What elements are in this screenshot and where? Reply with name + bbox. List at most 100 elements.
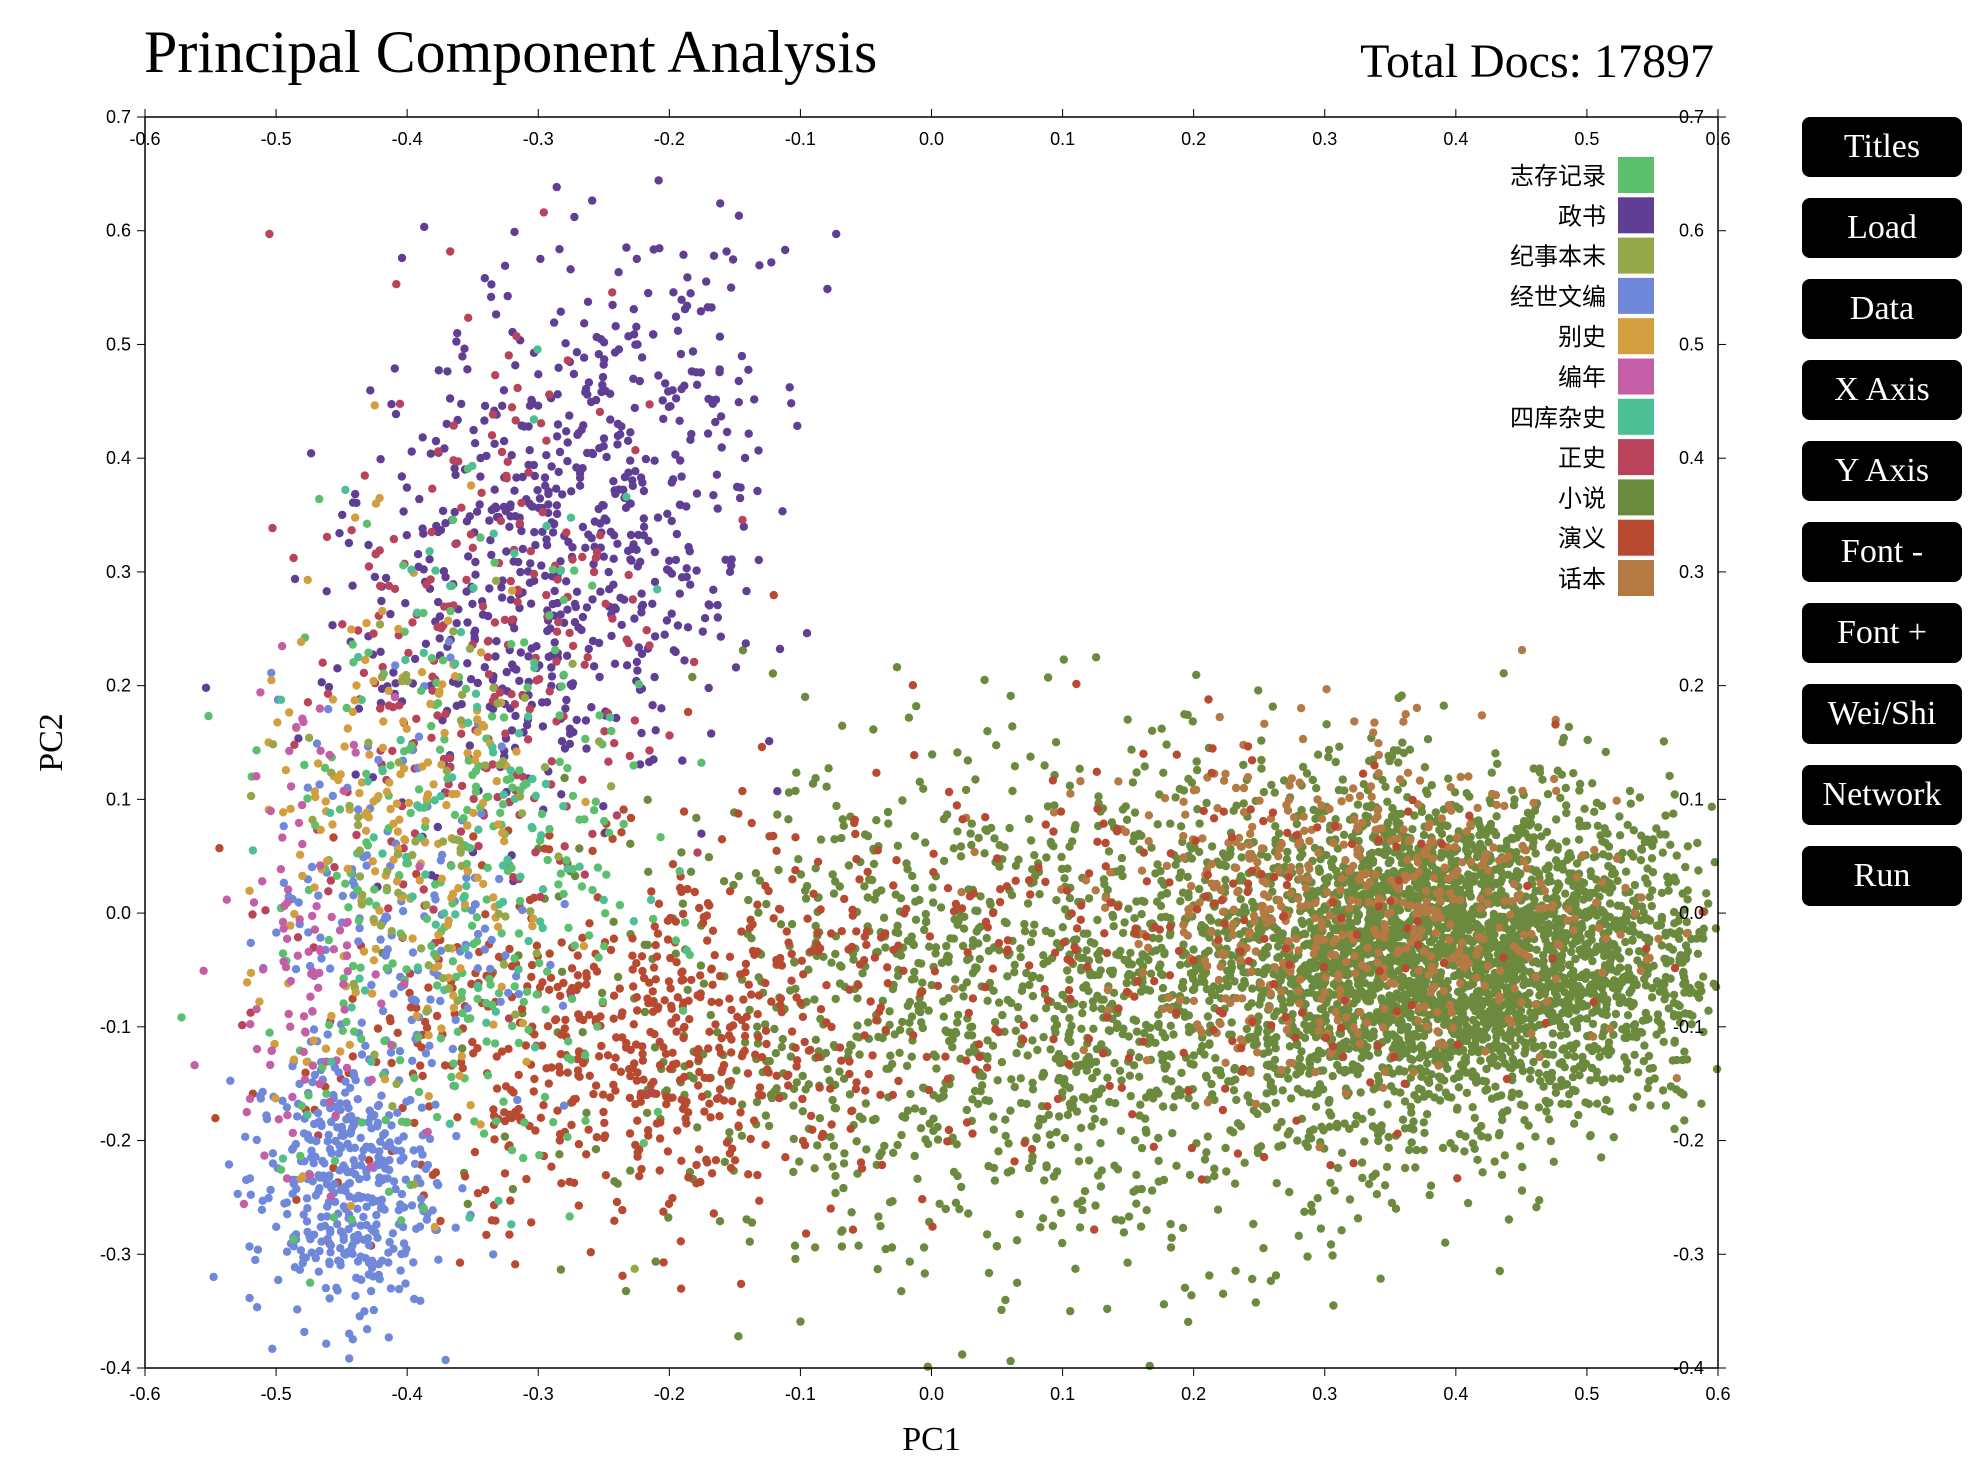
data-point (910, 967, 919, 976)
data-point (1490, 1157, 1499, 1166)
data-point (1648, 841, 1657, 851)
data-point (1520, 1025, 1530, 1034)
data-point (1069, 935, 1079, 945)
data-point (1304, 874, 1313, 884)
data-point (1203, 1012, 1213, 1021)
data-point (1545, 922, 1554, 931)
data-point (1644, 938, 1653, 947)
data-point (1420, 947, 1429, 956)
data-point (1201, 968, 1211, 977)
data-point (1339, 830, 1349, 839)
data-point (915, 895, 924, 905)
data-point (1072, 1107, 1082, 1116)
data-point (1712, 1064, 1722, 1074)
data-point (1169, 1103, 1178, 1112)
data-point (1253, 1028, 1262, 1038)
data-point (1266, 989, 1275, 998)
data-point (768, 669, 778, 678)
data-point (1327, 862, 1337, 872)
data-point (787, 920, 797, 929)
data-point (1629, 852, 1638, 861)
data-point (1402, 944, 1411, 953)
data-point (1210, 1164, 1219, 1173)
data-point (1535, 1196, 1544, 1205)
data-point (1406, 1009, 1415, 1018)
data-point (811, 1035, 821, 1045)
data-point (1699, 972, 1708, 981)
data-point (908, 871, 917, 881)
data-point (975, 954, 984, 964)
data-point (742, 1215, 751, 1224)
data-point (613, 1179, 622, 1188)
data-point (792, 768, 801, 777)
data-point (1257, 755, 1266, 765)
data-point (1410, 811, 1419, 820)
data-point (983, 727, 992, 736)
data-point (1324, 873, 1334, 882)
data-point (1584, 1099, 1594, 1109)
data-point (1658, 1086, 1668, 1095)
data-point (1590, 807, 1599, 816)
data-point (819, 952, 828, 961)
data-point (1643, 970, 1652, 979)
data-point (1028, 1085, 1038, 1094)
data-point (1317, 801, 1326, 810)
data-point (1259, 890, 1269, 899)
data-point (1556, 915, 1565, 924)
data-point (1600, 1105, 1610, 1114)
data-point (1487, 768, 1497, 777)
data-point (1158, 983, 1168, 993)
data-point (1672, 851, 1682, 860)
data-point (1449, 971, 1459, 981)
data-point (1300, 1033, 1310, 1043)
data-point (1369, 728, 1378, 737)
data-point (662, 1086, 671, 1095)
data-point (1136, 1100, 1145, 1109)
data-point (1129, 1015, 1138, 1024)
data-point (1253, 1048, 1262, 1057)
data-point (1518, 972, 1527, 981)
data-point (1303, 1252, 1312, 1261)
data-point (1696, 981, 1705, 990)
data-point (883, 807, 893, 817)
data-point (1477, 1121, 1486, 1131)
data-point (1020, 927, 1030, 936)
data-point (1239, 760, 1248, 770)
data-point (1358, 1173, 1367, 1183)
data-point (1342, 1013, 1351, 1022)
data-point (1139, 1028, 1149, 1038)
data-point (1221, 1143, 1230, 1153)
data-point (1497, 875, 1507, 884)
data-point (767, 1093, 777, 1103)
data-point (1551, 1088, 1561, 1098)
data-point (1054, 1049, 1064, 1059)
data-point (1011, 1026, 1020, 1036)
data-point (1065, 1099, 1075, 1109)
data-point (993, 1076, 1002, 1085)
data-point (922, 917, 931, 926)
data-point (882, 1064, 891, 1074)
data-point (1349, 784, 1358, 793)
data-point (1237, 853, 1246, 862)
data-point (1220, 927, 1230, 936)
data-point (1575, 786, 1584, 795)
data-point (1333, 1163, 1343, 1173)
data-point (1270, 1055, 1280, 1065)
data-point (1257, 736, 1266, 745)
data-point (1393, 834, 1403, 843)
data-point (956, 842, 966, 851)
data-point (1561, 783, 1571, 793)
data-point (1039, 1032, 1048, 1042)
data-point (880, 1141, 889, 1151)
data-point (1087, 1122, 1096, 1131)
data-point (1569, 1065, 1579, 1074)
data-point (1313, 1194, 1322, 1203)
data-point (1419, 830, 1429, 840)
data-point (1437, 821, 1446, 831)
data-point (1271, 1098, 1280, 1108)
data-point (1273, 942, 1283, 951)
data-point (956, 852, 966, 861)
data-point (1298, 734, 1308, 744)
data-point (1476, 1008, 1485, 1017)
